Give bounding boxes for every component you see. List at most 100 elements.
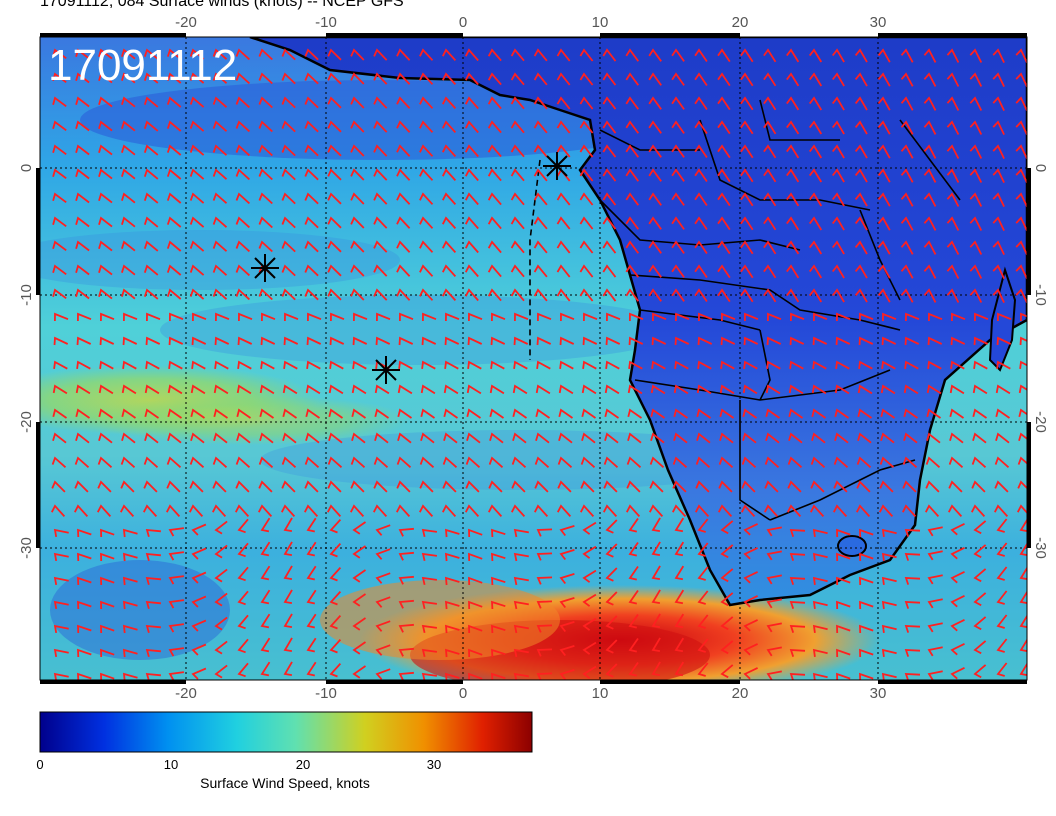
wind-barb xyxy=(421,648,438,658)
wind-barb xyxy=(789,553,806,561)
wind-barb xyxy=(950,618,965,632)
wind-barb xyxy=(582,521,597,535)
wind-barb xyxy=(260,336,276,346)
wind-barb xyxy=(766,646,782,657)
wind-barb xyxy=(996,542,1008,557)
wind-barb xyxy=(281,48,296,61)
wind-barb xyxy=(536,552,553,561)
wind-barb xyxy=(121,384,137,395)
wind-barb xyxy=(995,432,1010,444)
wind-barb xyxy=(946,96,960,111)
wind-barb xyxy=(698,312,713,322)
wind-barb xyxy=(304,264,319,277)
wind-barb xyxy=(996,360,1011,370)
wind-barb xyxy=(122,576,138,586)
wind-barb xyxy=(808,48,823,63)
wind-barb xyxy=(396,48,411,61)
wind-barb xyxy=(789,529,806,537)
wind-barb xyxy=(190,408,206,419)
wind-barb xyxy=(808,288,823,303)
wind-barb xyxy=(351,384,367,395)
wind-barb xyxy=(511,480,526,493)
wind-barb xyxy=(904,673,921,680)
wind-barb xyxy=(511,456,527,468)
wind-barb xyxy=(75,288,90,300)
wind-barb xyxy=(603,480,618,493)
wind-barb xyxy=(720,568,734,583)
wind-barb xyxy=(421,336,437,346)
wind-barb xyxy=(398,527,414,537)
wind-barb xyxy=(283,589,293,604)
wind-barb xyxy=(697,662,709,677)
wind-barb xyxy=(51,504,66,518)
wind-barb xyxy=(468,600,483,610)
wind-barb xyxy=(510,264,525,278)
wind-barb xyxy=(697,566,709,581)
wind-barb xyxy=(375,524,391,536)
wind-barb xyxy=(558,384,574,395)
wind-barb xyxy=(881,600,897,610)
wind-barb xyxy=(487,264,502,278)
wind-barb xyxy=(946,264,960,279)
wind-barb xyxy=(950,570,965,584)
wind-barb xyxy=(511,504,526,518)
wind-barb xyxy=(743,547,758,560)
wind-barb xyxy=(629,312,644,322)
wind-map: 17091112 -20 -10 0 10 20 30 -20 -10 0 10… xyxy=(18,14,1049,702)
wind-barb xyxy=(353,312,368,322)
wind-barb xyxy=(442,192,457,206)
wind-barb xyxy=(166,504,181,518)
wind-barb xyxy=(579,168,594,182)
wind-barb xyxy=(513,552,529,562)
wind-barb xyxy=(143,192,159,204)
wind-barb xyxy=(856,456,872,468)
wind-barb xyxy=(100,528,115,538)
wind-barb xyxy=(973,544,987,559)
wind-barb xyxy=(766,526,782,537)
wind-barb xyxy=(717,72,731,87)
wind-barb xyxy=(625,120,640,134)
wind-barb xyxy=(971,480,986,493)
wind-barb xyxy=(397,432,412,444)
wind-barb xyxy=(556,48,571,62)
wind-barb xyxy=(992,192,1005,207)
wind-barb xyxy=(304,168,319,181)
wind-barb xyxy=(671,96,685,110)
wind-barb xyxy=(513,576,529,586)
wind-barb xyxy=(304,216,319,229)
wind-barb xyxy=(969,240,983,255)
lon-label: -10 xyxy=(315,14,337,31)
wind-barb xyxy=(533,192,548,206)
wind-barb xyxy=(648,288,662,302)
wind-barb xyxy=(786,96,800,111)
wind-barb xyxy=(877,168,891,183)
wind-barb xyxy=(948,504,963,518)
wind-barb xyxy=(854,192,868,207)
wind-barb xyxy=(513,648,529,658)
wind-barb xyxy=(811,408,827,419)
wind-barb xyxy=(259,384,275,395)
wind-barb xyxy=(75,216,90,228)
wind-barb xyxy=(398,336,414,346)
wind-barb xyxy=(1015,168,1027,184)
wind-barb xyxy=(831,168,845,183)
wind-barb xyxy=(559,336,575,346)
lon-labels-bottom: -20 -10 0 10 20 30 xyxy=(175,685,886,702)
wind-barb xyxy=(694,240,708,255)
wind-barb xyxy=(605,639,618,654)
wind-barb xyxy=(77,552,92,562)
wind-barb xyxy=(260,565,271,581)
wind-barb xyxy=(556,96,571,110)
wind-barb xyxy=(375,620,391,632)
wind-barb xyxy=(442,264,457,278)
wind-barb xyxy=(122,600,138,610)
wind-barb xyxy=(651,517,661,532)
wind-barb xyxy=(419,216,434,229)
wind-barb xyxy=(212,456,228,468)
wind-barb xyxy=(487,192,502,206)
wind-barb xyxy=(533,240,548,254)
lon-label: -20 xyxy=(175,14,197,31)
wind-barb xyxy=(513,336,529,346)
wind-barb xyxy=(398,575,414,585)
wind-barb xyxy=(327,216,342,229)
